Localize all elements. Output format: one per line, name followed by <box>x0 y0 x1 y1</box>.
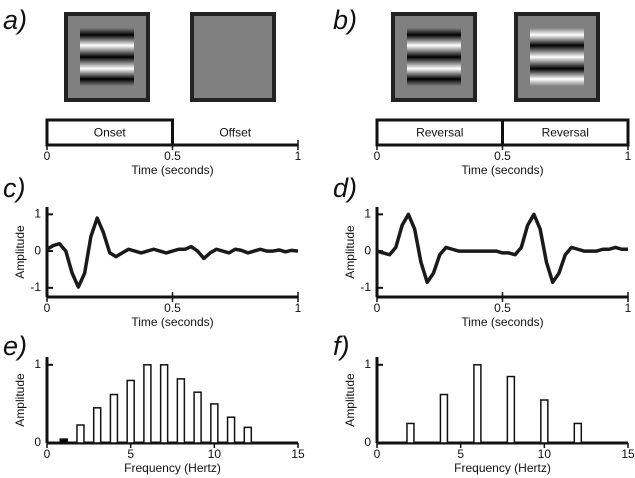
bar <box>159 364 169 444</box>
bar <box>143 364 152 444</box>
bar <box>176 378 186 444</box>
y-tick-label: -1 <box>30 280 41 294</box>
bar <box>439 393 449 444</box>
x-axis-label: Time (seconds) <box>461 315 543 329</box>
line <box>376 212 628 285</box>
x-tick-label: 10 <box>538 447 552 461</box>
x-axis-label: Frequency (Hertz) <box>454 461 551 475</box>
y-axis-label: Amplitude <box>13 373 27 427</box>
y-tick-label: 0 <box>364 243 371 257</box>
x-tick-label: 0 <box>44 149 51 163</box>
x-tick-label: 0.5 <box>494 301 511 315</box>
bar <box>109 393 119 444</box>
x-axis-label: Time (seconds) <box>131 163 213 177</box>
x-tick-label: 15 <box>291 447 305 461</box>
y-axis-label: Amplitude <box>343 225 357 279</box>
bar <box>406 422 415 444</box>
segment-box <box>375 118 504 147</box>
line <box>46 216 299 289</box>
x-axis-label: Time (seconds) <box>461 163 543 177</box>
y-tick-label: 1 <box>364 357 371 371</box>
y-tick-label: 1 <box>34 207 41 221</box>
y-tick-label: 0 <box>364 435 371 449</box>
x-tick-label: 0 <box>374 301 381 315</box>
x-tick-label: 1 <box>295 301 302 315</box>
panel-label: e) <box>3 331 27 361</box>
segment-label: Onset <box>94 126 127 140</box>
x-tick-label: 15 <box>621 447 635 461</box>
bar <box>126 379 135 444</box>
y-tick-label: 1 <box>364 207 371 221</box>
y-tick-label: -1 <box>360 280 371 294</box>
x-tick-label: 0.5 <box>164 301 181 315</box>
stimulus <box>391 12 477 102</box>
bar <box>506 375 516 444</box>
x-tick-label: 0.5 <box>164 149 181 163</box>
y-axis-label: Amplitude <box>13 225 27 279</box>
segment-label: Reversal <box>416 126 463 140</box>
x-tick-label: 0 <box>374 447 381 461</box>
y-axis-label: Amplitude <box>343 373 357 427</box>
y-tick-label: 1 <box>34 357 41 371</box>
x-tick-label: 5 <box>457 447 464 461</box>
x-tick-label: 10 <box>208 447 222 461</box>
bar <box>540 399 549 444</box>
stimulus <box>190 12 276 102</box>
x-tick-label: 0 <box>44 447 51 461</box>
panel-label: c) <box>3 173 26 203</box>
x-tick-label: 0 <box>374 149 381 163</box>
segment-box <box>501 118 630 147</box>
bar <box>76 424 85 444</box>
x-tick-label: 0.5 <box>494 149 511 163</box>
segment-box <box>45 118 174 147</box>
x-tick-label: 1 <box>295 149 302 163</box>
x-tick-label: 5 <box>127 447 134 461</box>
y-tick-label: 0 <box>34 435 41 449</box>
x-tick-label: 1 <box>625 149 632 163</box>
x-tick-label: 0 <box>44 301 51 315</box>
panel-label: f) <box>333 331 350 361</box>
bar <box>193 391 202 444</box>
stimulus <box>514 12 600 102</box>
segment-label: Reversal <box>542 126 589 140</box>
y-tick-label: 0 <box>34 243 41 257</box>
bar <box>92 407 102 444</box>
bar <box>573 422 583 444</box>
bar <box>226 416 236 444</box>
bar <box>243 426 253 444</box>
x-axis-label: Frequency (Hertz) <box>124 461 221 475</box>
x-tick-label: 1 <box>625 301 632 315</box>
segment-label: Offset <box>219 126 251 140</box>
x-axis-label: Time (seconds) <box>131 315 213 329</box>
stimulus <box>64 12 150 102</box>
panel-label: b) <box>333 5 357 35</box>
panel-label: a) <box>3 5 27 35</box>
panel-label: d) <box>333 173 357 203</box>
bar <box>473 364 482 444</box>
bar <box>59 438 68 444</box>
bar <box>210 403 219 444</box>
